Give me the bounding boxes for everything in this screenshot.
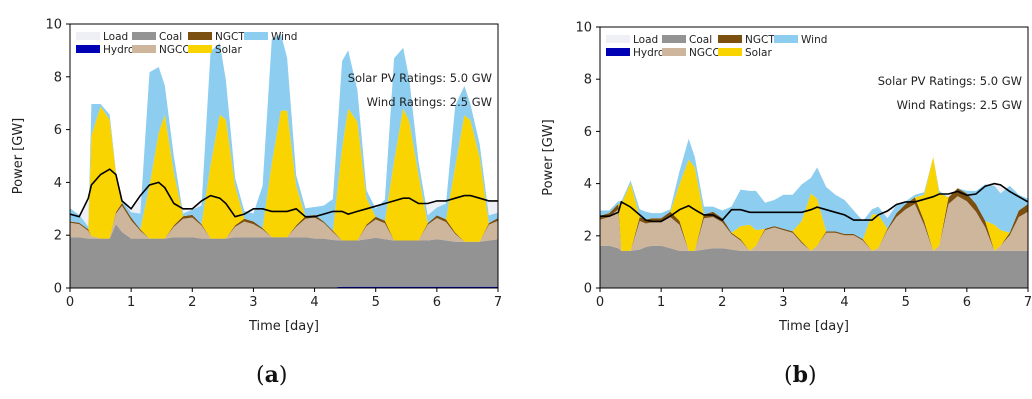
area-solar <box>70 106 498 242</box>
panel-caption-a: (a) <box>256 362 288 388</box>
annotation-0: Solar PV Ratings: 5.0 GW <box>348 71 492 85</box>
legend-label-hydro: Hydro <box>103 44 134 56</box>
area-coal <box>600 245 1028 288</box>
legend-label-ngcc: NGCC <box>159 44 190 56</box>
x-tick-label-6: 6 <box>433 295 441 310</box>
y-tick-label-4: 4 <box>584 177 592 192</box>
x-axis-label: Time [day] <box>248 319 319 334</box>
legend-swatch-ngcc <box>662 48 686 56</box>
plot-frame <box>69 23 499 289</box>
panel-label-b: b <box>792 362 808 388</box>
legend-label-ngct: NGCT <box>745 34 775 46</box>
x-tick-label-3: 3 <box>249 295 257 310</box>
y-tick-label-10: 10 <box>575 21 592 36</box>
legend-swatch-solar <box>188 45 212 53</box>
x-tick-label-5: 5 <box>902 295 910 310</box>
line-load <box>600 182 1029 223</box>
y-tick-label-4: 4 <box>54 176 62 191</box>
plot-frame <box>599 26 1029 289</box>
y-axis-label: Power [GW] <box>11 118 26 195</box>
x-tick-label-1: 1 <box>657 295 665 310</box>
legend-label-ngct: NGCT <box>215 31 245 43</box>
legend-swatch-hydro <box>606 48 630 56</box>
legend-label-ngcc: NGCC <box>689 47 720 59</box>
chart-panel-b: 0 1 2 3 4 5 6 7 0 2 4 6 8 10 Time [day] Power [GW] Load C… <box>541 21 1032 335</box>
legend-swatch-ngct <box>718 35 742 43</box>
x-tick-label-6: 6 <box>963 295 971 310</box>
area-wind <box>600 138 1028 240</box>
legend-label-load: Load <box>103 31 128 43</box>
chart-panel-a: 0 1 2 3 4 5 6 7 0 2 4 6 8 10 Time [day] Power [GW] Load C… <box>11 18 502 335</box>
y-tick-label-0: 0 <box>54 282 62 297</box>
x-tick-label-1: 1 <box>127 295 135 310</box>
y-tick-label-2: 2 <box>584 229 592 244</box>
legend-swatch-ngct <box>188 32 212 40</box>
area-ngcc <box>70 205 498 242</box>
x-tick-label-7: 7 <box>1024 295 1032 310</box>
x-axis-label: Time [day] <box>778 319 849 334</box>
x-tick-label-4: 4 <box>840 295 848 310</box>
x-tick-label-3: 3 <box>779 295 787 310</box>
panel-label-a: a <box>264 362 279 388</box>
y-axis-label: Power [GW] <box>541 119 556 196</box>
y-tick-label-10: 10 <box>45 18 62 33</box>
annotation-1: Wind Ratings: 2.5 GW <box>367 95 492 109</box>
area-solar <box>600 157 1028 251</box>
legend-label-wind: Wind <box>801 34 827 46</box>
y-tick-label-6: 6 <box>54 123 62 138</box>
x-tick-label-5: 5 <box>372 295 380 310</box>
legend-swatch-load <box>606 35 630 43</box>
legend-label-wind: Wind <box>271 31 297 43</box>
legend: Load Coal NGCT Wind Hydro NGCC Solar <box>606 34 827 59</box>
legend-swatch-solar <box>718 48 742 56</box>
line-load <box>69 168 498 218</box>
legend-label-coal: Coal <box>159 31 182 43</box>
x-tick-label-0: 0 <box>596 295 604 310</box>
y-tick-label-2: 2 <box>54 229 62 244</box>
legend-swatch-coal <box>662 35 686 43</box>
y-tick-label-8: 8 <box>54 70 62 85</box>
legend: Load Coal NGCT Wind Hydro NGCC Solar <box>76 31 297 56</box>
legend-swatch-ngcc <box>132 45 156 53</box>
legend-swatch-wind <box>244 32 268 40</box>
x-tick-label-0: 0 <box>66 295 74 310</box>
panel-caption-b: (b) <box>784 362 817 388</box>
legend-swatch-load <box>76 32 100 40</box>
legend-label-solar: Solar <box>215 44 242 56</box>
y-tick-label-0: 0 <box>584 282 592 297</box>
x-tick-label-4: 4 <box>310 295 318 310</box>
area-wind <box>70 34 498 231</box>
annotation-0: Solar PV Ratings: 5.0 GW <box>878 74 1022 88</box>
legend-label-hydro: Hydro <box>633 47 664 59</box>
legend-swatch-coal <box>132 32 156 40</box>
y-tick-label-8: 8 <box>584 73 592 88</box>
legend-label-solar: Solar <box>745 47 772 59</box>
legend-swatch-wind <box>774 35 798 43</box>
legend-label-coal: Coal <box>689 34 712 46</box>
legend-label-load: Load <box>633 34 658 46</box>
y-tick-label-6: 6 <box>584 125 592 140</box>
legend-swatch-hydro <box>76 45 100 53</box>
area-ngcc <box>600 196 1028 251</box>
x-tick-label-7: 7 <box>494 295 502 310</box>
annotation-1: Wind Ratings: 2.5 GW <box>897 98 1022 112</box>
x-tick-label-2: 2 <box>718 295 726 310</box>
x-tick-label-2: 2 <box>188 295 196 310</box>
area-coal <box>70 224 498 288</box>
